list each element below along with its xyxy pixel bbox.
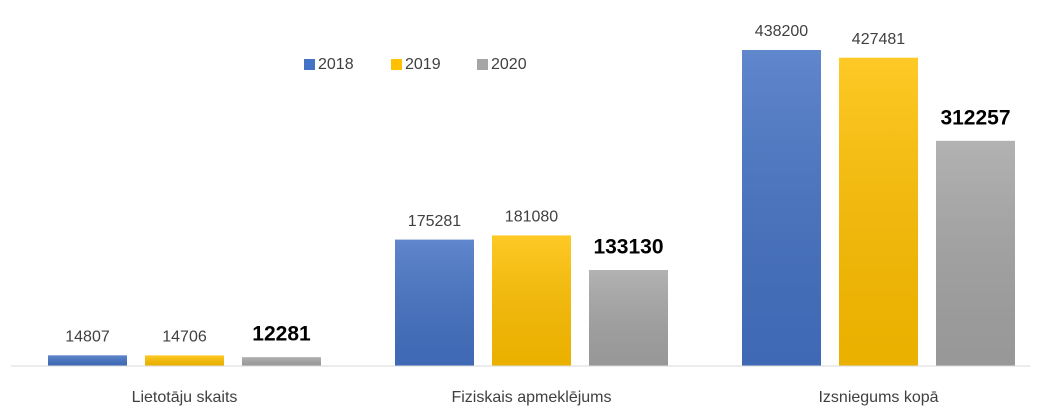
bar xyxy=(839,57,918,366)
data-label: 14706 xyxy=(162,329,207,346)
bar xyxy=(492,235,571,366)
bar xyxy=(242,357,321,366)
bar xyxy=(48,355,127,366)
legend-label: 2019 xyxy=(405,56,441,73)
x-tick-label: Fiziskais apmeklējums xyxy=(451,389,611,406)
data-label: 133130 xyxy=(593,236,663,259)
data-label: 14807 xyxy=(65,329,110,346)
data-label: 427481 xyxy=(852,31,905,48)
data-label: 12281 xyxy=(252,323,311,346)
legend-swatch xyxy=(477,59,488,70)
data-label: 438200 xyxy=(755,23,808,40)
bar xyxy=(395,239,474,366)
x-tick-label: Izsniegums kopā xyxy=(818,389,938,406)
bar xyxy=(589,269,668,366)
data-label: 312257 xyxy=(940,106,1010,129)
bar xyxy=(145,355,224,366)
legend-label: 2018 xyxy=(318,56,354,73)
legend-label: 2020 xyxy=(491,56,527,73)
x-tick-label: Lietotāju skaits xyxy=(132,389,238,406)
legend-swatch xyxy=(391,59,402,70)
data-label: 181080 xyxy=(505,209,558,226)
legend-swatch xyxy=(304,59,315,70)
bar xyxy=(936,140,1015,366)
data-label: 175281 xyxy=(408,213,461,230)
bar xyxy=(742,50,821,367)
